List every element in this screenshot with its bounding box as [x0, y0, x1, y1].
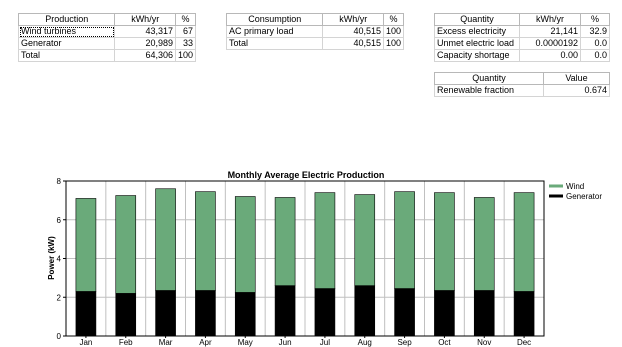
- y-tick-label: 4: [57, 255, 62, 264]
- y-tick-label: 8: [57, 177, 62, 186]
- bar-generator-may: [234, 292, 256, 337]
- bar-wind-oct: [434, 192, 455, 291]
- y-axis-label: Power (kW): [47, 236, 56, 280]
- row-label: Total: [17, 49, 116, 62]
- x-tick-label: Jul: [320, 338, 330, 347]
- bar-generator-jun: [274, 285, 296, 337]
- table-row[interactable]: Total 40,515 100: [225, 37, 405, 50]
- bar-generator-mar: [155, 290, 176, 337]
- row-pct: 0.0: [580, 49, 610, 62]
- bar-generator-apr: [195, 290, 216, 337]
- y-tick-label: 0: [57, 332, 62, 341]
- pct-header: %: [580, 13, 610, 26]
- bar-wind-sep: [394, 191, 415, 289]
- table-row[interactable]: AC primary load 40,515 100: [225, 25, 405, 38]
- x-tick-label: Dec: [517, 338, 531, 347]
- kwh-header: kWh/yr: [114, 13, 176, 26]
- renewable-table: Quantity Value Renewable fraction 0.674: [434, 72, 610, 97]
- bar-generator-nov: [473, 290, 495, 337]
- x-tick-label: Aug: [358, 338, 372, 347]
- bar-wind-nov: [473, 197, 495, 291]
- bar-wind-jan: [75, 198, 97, 292]
- row-pct: 100: [382, 37, 405, 50]
- table-row[interactable]: Renewable fraction 0.674: [434, 84, 610, 97]
- bar-generator-dec: [513, 291, 535, 337]
- chart-title: Monthly Average Electric Production: [228, 170, 385, 180]
- bar-wind-jul: [314, 192, 336, 289]
- x-tick-label: May: [238, 338, 253, 347]
- bar-generator-oct: [434, 290, 455, 337]
- y-tick-label: 2: [57, 293, 62, 302]
- table-row[interactable]: Capacity shortage 0.00 0.0: [434, 49, 610, 62]
- consumption-table: Consumption kWh/yr % AC primary load 40,…: [225, 13, 405, 50]
- x-tick-label: Sep: [397, 338, 412, 347]
- legend-label-generator: Generator: [566, 192, 602, 201]
- row-pct: 32.9: [580, 25, 610, 38]
- x-tick-label: Feb: [119, 338, 133, 347]
- row-label: Capacity shortage: [434, 49, 520, 62]
- bar-generator-feb: [115, 293, 137, 337]
- x-tick-label: Apr: [199, 338, 212, 347]
- pct-header: %: [174, 13, 197, 26]
- bar-wind-dec: [513, 192, 535, 292]
- bar-generator-sep: [394, 288, 415, 337]
- x-tick-label: Jun: [279, 338, 292, 347]
- bar-generator-aug: [354, 285, 376, 337]
- row-value: 0.674: [543, 84, 610, 97]
- x-tick-label: Jan: [79, 338, 92, 347]
- x-tick-label: Mar: [159, 338, 173, 347]
- plot-frame: [65, 180, 545, 337]
- row-pct: 100: [174, 49, 197, 62]
- production-table: Production kWh/yr % Wind turbines 43,317…: [17, 13, 197, 62]
- bar-wind-aug: [354, 194, 376, 286]
- table-row[interactable]: Unmet electric load 0.0000192 0.0: [434, 37, 610, 50]
- bar-wind-jun: [274, 197, 296, 286]
- table-row[interactable]: Total 64,306 100: [17, 49, 197, 62]
- x-tick-label: Oct: [438, 338, 451, 347]
- bar-generator-jul: [314, 288, 336, 337]
- bar-generator-jan: [75, 291, 97, 337]
- bar-wind-apr: [195, 191, 216, 291]
- pct-header: %: [382, 13, 405, 26]
- quantity-table: Quantity kWh/yr % Excess electricity 21,…: [434, 13, 610, 62]
- row-kwh: 0.00: [519, 49, 581, 62]
- bar-wind-feb: [115, 195, 137, 294]
- legend-label-wind: Wind: [566, 182, 584, 191]
- bar-wind-mar: [155, 188, 176, 291]
- y-tick-label: 6: [57, 216, 62, 225]
- bar-wind-may: [234, 196, 256, 293]
- row-kwh: 40,515: [322, 37, 384, 50]
- value-header: Value: [543, 72, 610, 85]
- production-header: Production: [17, 13, 116, 26]
- x-tick-label: Nov: [477, 338, 491, 347]
